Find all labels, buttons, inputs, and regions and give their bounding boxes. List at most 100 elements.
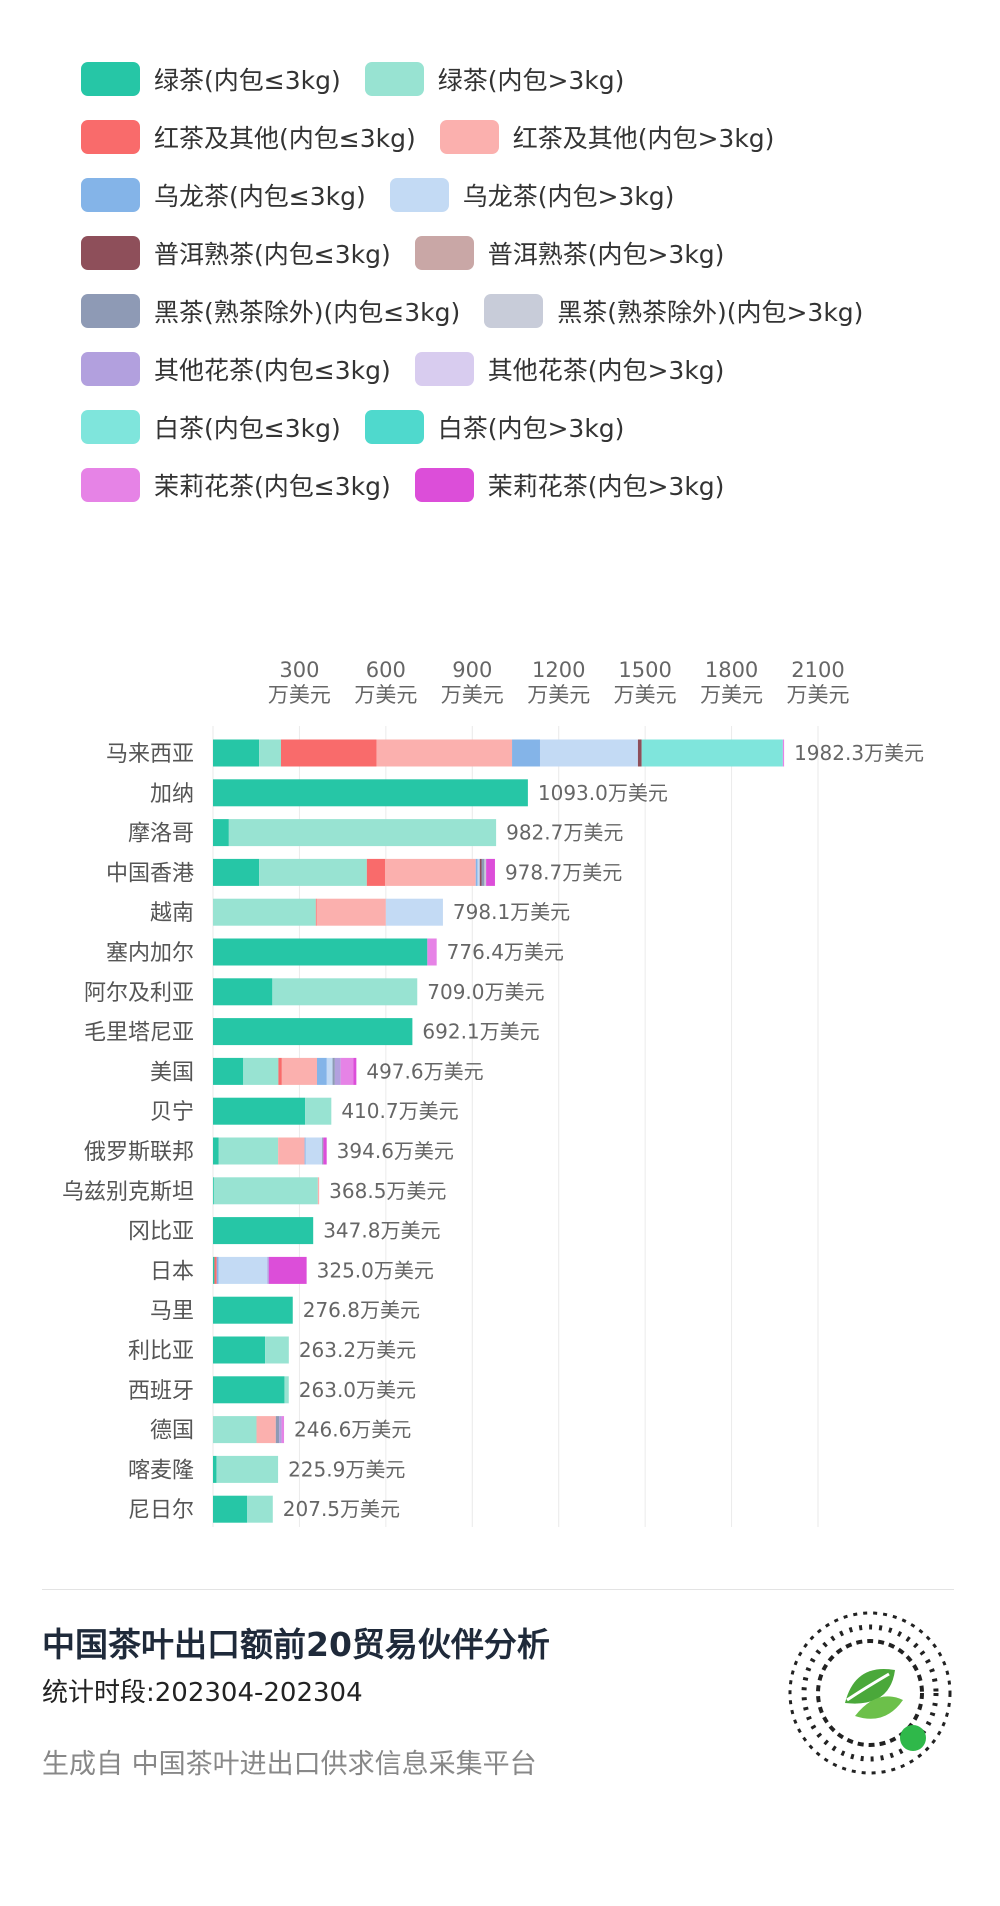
legend-label: 红茶及其他(内包>3kg) <box>512 124 775 153</box>
legend-label: 普洱熟茶(内包≤3kg) <box>154 240 391 269</box>
bar-segment <box>213 1217 314 1245</box>
legend-label: 白茶(内包≤3kg) <box>154 414 341 443</box>
legend: 绿茶(内包≤3kg) 绿茶(内包>3kg) 红茶及其他(内包≤3kg) 红茶及其他(内… <box>81 50 981 514</box>
bar-segment <box>427 938 437 966</box>
bar-segment <box>305 1137 323 1165</box>
legend-item: 白茶(内包≤3kg) <box>81 409 341 445</box>
bar-segment <box>385 898 443 926</box>
total-label: 1982.3万美元 <box>794 741 924 765</box>
y-tick-label: 喀麦隆 <box>128 1458 194 1483</box>
legend-label: 乌龙茶(内包>3kg) <box>462 182 675 211</box>
bar-segment <box>305 1097 332 1125</box>
legend-label: 其他花茶(内包≤3kg) <box>154 356 391 385</box>
bar-segment <box>475 858 478 886</box>
qr-code <box>788 1611 952 1775</box>
bar-segment <box>213 1177 214 1205</box>
legend-swatch <box>81 468 140 502</box>
legend-swatch <box>81 352 140 386</box>
legend-label: 白茶(内包>3kg) <box>437 414 625 443</box>
legend-item: 普洱熟茶(内包≤3kg) <box>81 235 391 271</box>
x-tick-label: 1500 万美元 <box>614 658 677 707</box>
legend-item: 红茶及其他(内包≤3kg) <box>81 119 416 155</box>
x-tick-label: 2100 万美元 <box>787 658 850 707</box>
y-tick-label: 冈比亚 <box>128 1220 194 1245</box>
legend-item: 乌龙茶(内包>3kg) <box>389 177 675 213</box>
y-tick-label: 乌兹别克斯坦 <box>62 1180 194 1205</box>
total-label: 276.8万美元 <box>303 1298 420 1322</box>
legend-swatch <box>439 120 499 154</box>
legend-item: 茉莉花茶(内包>3kg) <box>414 467 724 503</box>
legend-label: 黑茶(熟茶除外)(内包>3kg) <box>557 298 864 327</box>
bar-segment <box>213 1177 318 1205</box>
x-tick-label: 600 万美元 <box>354 658 417 707</box>
y-tick-label: 加纳 <box>150 782 194 807</box>
legend-row: 普洱熟茶(内包≤3kg) 普洱熟茶(内包>3kg) <box>81 224 981 282</box>
bar-segment <box>213 1097 306 1125</box>
y-tick-label: 摩洛哥 <box>128 822 194 847</box>
total-label: 692.1万美元 <box>422 1020 539 1044</box>
bar-segment <box>275 1416 280 1444</box>
bar-segment <box>281 1416 285 1444</box>
bar-segment <box>256 1416 276 1444</box>
y-tick-label: 西班牙 <box>128 1379 194 1404</box>
legend-label: 黑茶(熟茶除外)(内包≤3kg) <box>154 298 461 327</box>
bar-segment <box>218 1256 268 1284</box>
bar-segment <box>213 1296 293 1324</box>
bar-segment <box>486 858 495 886</box>
footer-title: 中国茶叶出口额前20贸易伙伴分析 <box>42 1625 550 1664</box>
bar-segment <box>304 1137 306 1165</box>
x-tick-label: 300 万美元 <box>268 658 331 707</box>
legend-swatch <box>81 62 140 96</box>
bar-segment <box>322 1137 324 1165</box>
legend-label: 绿茶(内包≤3kg) <box>154 66 341 95</box>
total-label: 1093.0万美元 <box>538 781 668 805</box>
y-tick-label: 马里 <box>150 1299 194 1324</box>
legend-item: 绿茶(内包>3kg) <box>364 61 624 97</box>
total-label: 246.6万美元 <box>294 1418 411 1442</box>
bar-segment <box>481 858 485 886</box>
bar-segment <box>213 1057 244 1085</box>
bar-segment <box>281 1057 318 1085</box>
legend-item: 其他花茶(内包≤3kg) <box>81 351 391 387</box>
bar-segment <box>267 1256 269 1284</box>
legend-swatch <box>81 178 140 212</box>
bar-segment <box>316 898 386 926</box>
legend-swatch <box>484 294 544 328</box>
total-label: 798.1万美元 <box>453 900 570 924</box>
total-label: 497.6万美元 <box>366 1059 483 1083</box>
y-tick-label: 塞内加尔 <box>106 941 194 966</box>
legend-swatch <box>81 294 140 328</box>
x-tick-label: 1800 万美元 <box>700 658 763 707</box>
y-tick-label: 贝宁 <box>150 1100 194 1125</box>
legend-item: 普洱熟茶(内包>3kg) <box>414 235 724 271</box>
bar-segment <box>246 1495 273 1523</box>
y-tick-label: 德国 <box>150 1419 194 1444</box>
bar-segment <box>243 1057 279 1085</box>
y-tick-label: 越南 <box>150 901 194 926</box>
legend-swatch <box>81 410 140 444</box>
y-tick-label: 马来西亚 <box>106 742 194 767</box>
bar-segment <box>213 1416 257 1444</box>
bar-segment <box>213 1455 217 1483</box>
bar-segment <box>272 978 418 1006</box>
bar-segment <box>278 1057 282 1085</box>
y-tick-label: 俄罗斯联邦 <box>84 1140 194 1165</box>
bar-segment <box>213 978 273 1006</box>
total-label: 394.6万美元 <box>337 1139 454 1163</box>
legend-swatch <box>81 236 140 270</box>
total-label: 347.8万美元 <box>323 1219 440 1243</box>
legend-item: 茉莉花茶(内包≤3kg) <box>81 467 391 503</box>
bar-segment <box>259 858 367 886</box>
bar-segment <box>317 1177 320 1205</box>
legend-item: 白茶(内包>3kg) <box>364 409 625 445</box>
legend-row: 其他花茶(内包≤3kg) 其他花茶(内包>3kg) <box>81 340 981 398</box>
y-tick-label: 中国香港 <box>106 861 194 886</box>
x-tick-label: 1200 万美元 <box>527 658 590 707</box>
bar-segment <box>213 1018 413 1046</box>
legend-row: 茉莉花茶(内包≤3kg) 茉莉花茶(内包>3kg) <box>81 456 981 514</box>
legend-item: 绿茶(内包≤3kg) <box>81 61 341 97</box>
separator <box>42 1589 954 1590</box>
bar-segment <box>376 739 513 767</box>
bar-segment <box>284 1376 289 1404</box>
bar-segment <box>782 739 785 767</box>
